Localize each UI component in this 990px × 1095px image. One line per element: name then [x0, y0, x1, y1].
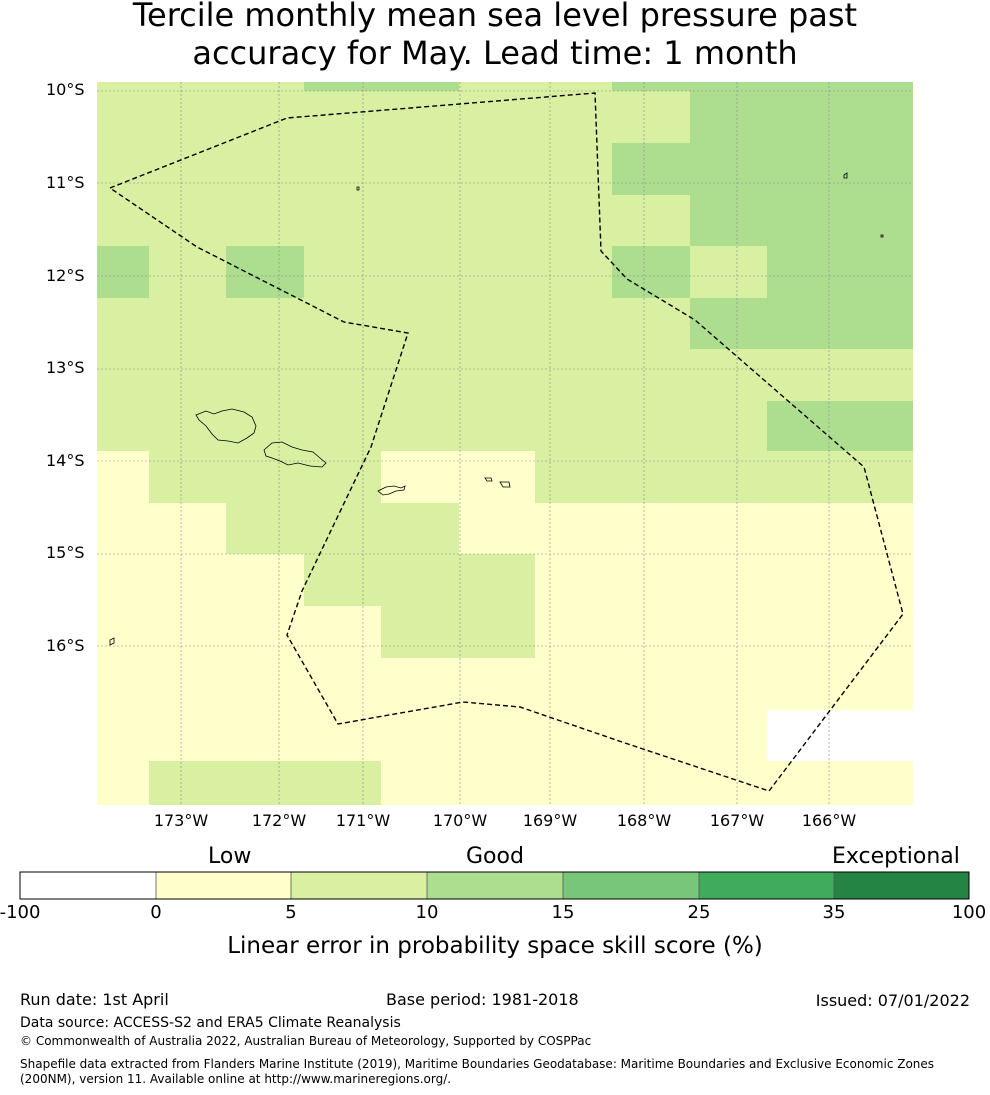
skill-cell-low [535, 554, 913, 805]
colorbar-tick: 35 [822, 902, 846, 923]
skill-cell-low [381, 658, 535, 805]
lat-label: 13°S [46, 358, 85, 377]
skill-cell-good [690, 82, 913, 143]
title-line-1: Tercile monthly mean sea level pressure … [132, 0, 858, 34]
colorbar-segment [699, 872, 834, 899]
lat-label: 14°S [46, 451, 85, 470]
graticule [97, 82, 913, 805]
lon-label: 166°W [801, 811, 857, 830]
island-tau [499, 481, 511, 488]
issued-date: Issued: 07/01/2022 [815, 991, 970, 1010]
colorbar-segment [291, 872, 427, 899]
lat-label: 11°S [46, 173, 85, 192]
skill-cell-low [97, 503, 226, 554]
island-upolu [263, 441, 327, 468]
skill-cell-good [612, 82, 690, 91]
skill-cell-low [612, 503, 913, 554]
colorbar-tick: 15 [551, 902, 575, 923]
colorbar-tick: 25 [687, 902, 711, 923]
colorbar-category-good: Good [466, 844, 524, 869]
skill-cell-good [226, 246, 304, 298]
island-rose [109, 637, 115, 646]
colorbar-segment [156, 872, 291, 899]
lon-label: 168°W [616, 811, 672, 830]
copyright: © Commonwealth of Australia 2022, Austra… [20, 1034, 592, 1048]
island-swains [356, 186, 360, 191]
skill-grid [97, 82, 913, 805]
colorbar-label: Linear error in probability space skill … [227, 933, 763, 959]
lat-label: 10°S [46, 80, 85, 99]
island-nukunonu [880, 234, 884, 238]
island-tutuila [377, 485, 406, 496]
lon-label: 172°W [251, 811, 307, 830]
colorbar-tick: 100 [951, 902, 987, 923]
colorbar [19, 871, 970, 900]
skill-cell-good [767, 246, 913, 298]
run-date: Run date: 1st April [20, 990, 169, 1009]
colorbar-segment [834, 872, 969, 899]
island-ofu [484, 477, 493, 482]
skill-cell-good [304, 82, 459, 91]
colorbar-outline [19, 871, 970, 900]
shapefile-credit-line-1: Shapefile data extracted from Flanders M… [20, 1057, 935, 1071]
skill-cell-good [612, 246, 690, 298]
lon-label: 167°W [709, 811, 765, 830]
lon-label: 173°W [153, 811, 209, 830]
island-savaii [195, 408, 257, 444]
skill-cell-good [690, 298, 913, 349]
skill-cell-good [612, 143, 913, 195]
skill-cell-good [97, 246, 149, 298]
colorbar-tick: 10 [415, 902, 439, 923]
colorbar-segment [563, 872, 699, 899]
skill-cell-low [459, 503, 612, 554]
lon-label: 171°W [335, 811, 391, 830]
skill-cell-good [690, 195, 913, 246]
skill-cell-fair [149, 761, 381, 805]
eez-boundary [108, 92, 904, 792]
base-period: Base period: 1981-2018 [386, 990, 579, 1009]
lat-label: 12°S [46, 266, 85, 285]
colorbar-tick: -100 [0, 902, 41, 923]
title-line-2: accuracy for May. Lead time: 1 month [192, 34, 798, 72]
colorbar-segment [20, 872, 156, 899]
colorbar-segment [427, 872, 563, 899]
skill-cell-good [767, 401, 913, 451]
islands [109, 172, 884, 646]
lon-label: 169°W [522, 811, 578, 830]
island-atafu [843, 172, 848, 179]
lat-label: 15°S [46, 543, 85, 562]
skill-cell-low [97, 451, 149, 503]
colorbar-tick: 5 [285, 902, 297, 923]
shapefile-credit-line-2: (200NM), version 11. Available online at… [20, 1072, 452, 1086]
colorbar-category-low: Low [208, 844, 252, 869]
colorbar-tick: 0 [150, 902, 162, 923]
lat-label: 16°S [46, 636, 85, 655]
skill-cell-negative [767, 710, 913, 761]
lon-label: 170°W [432, 811, 488, 830]
skill-cell-low [381, 451, 535, 503]
chart-title: Tercile monthly mean sea level pressure … [0, 0, 990, 72]
colorbar-category-exceptional: Exceptional [832, 844, 960, 869]
data-source: Data source: ACCESS-S2 and ERA5 Climate … [20, 1015, 401, 1031]
